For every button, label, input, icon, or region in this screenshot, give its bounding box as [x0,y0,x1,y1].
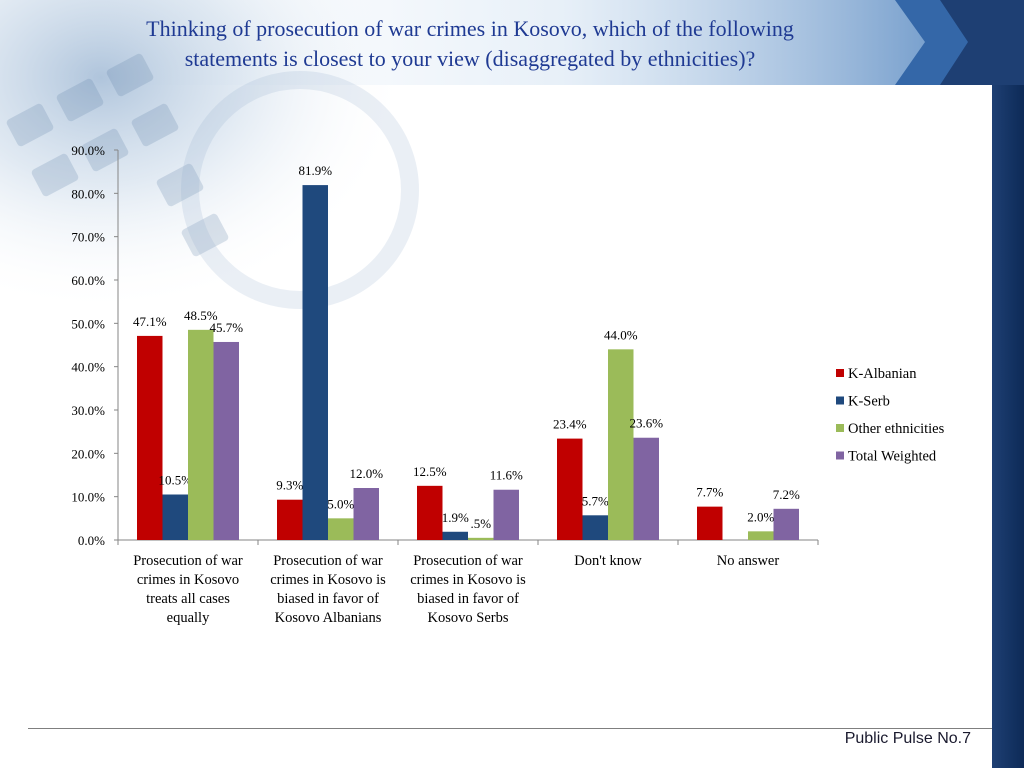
data-label: 9.3% [276,478,303,493]
title-line-1: Thinking of prosecution of war crimes in… [146,16,794,41]
bar-k-serb [302,185,328,540]
bar-k-serb [162,494,188,540]
bar-total-weighted [493,489,519,540]
data-label: 7.7% [696,485,723,500]
legend-swatch [836,451,844,460]
data-label: 10.5% [158,473,192,488]
y-tick-label: 50.0% [71,316,105,331]
data-label: .5% [470,516,491,531]
bar-other-ethnicities [608,349,634,540]
data-label: 44.0% [604,327,638,342]
legend-swatch [836,424,844,432]
data-label: 48.5% [184,308,218,323]
category-label: Prosecution of war [273,553,383,569]
legend-swatch [836,396,844,405]
bar-total-weighted [773,508,799,540]
legend-label: Other ethnicities [848,421,945,437]
y-tick-label: 40.0% [71,360,105,375]
legend-label: Total Weighted [848,449,937,465]
bar-total-weighted [633,437,659,540]
category-label: biased in favor of [277,591,379,607]
data-label: 47.1% [133,314,167,329]
category-label: crimes in Kosovo is [410,572,526,588]
data-label: 2.0% [747,509,774,524]
bar-total-weighted [213,341,239,540]
bar-other-ethnicities [188,329,214,540]
y-tick-label: 90.0% [71,143,105,158]
data-label: 1.9% [442,510,469,525]
bar-k-serb [582,515,608,540]
category-label: Kosovo Serbs [428,610,509,626]
category-label: equally [167,610,210,626]
bar-total-weighted [353,488,379,540]
bar-k-albanian [697,506,723,540]
data-label: 5.0% [327,496,354,511]
bar-k-serb [442,531,468,540]
category-label: treats all cases [146,591,230,607]
data-label: 12.5% [413,464,447,479]
bar-k-albanian [557,438,583,540]
title-line-2: statements is closest to your view (disa… [184,46,756,71]
bar-other-ethnicities [748,531,774,540]
y-tick-label: 80.0% [71,186,105,201]
category-label: Prosecution of war [133,553,243,569]
data-label: 23.4% [553,417,587,432]
category-label: biased in favor of [417,591,519,607]
bar-k-albanian [277,499,303,540]
category-label: crimes in Kosovo is [270,572,386,588]
right-decorative-band [992,85,1024,768]
bar-other-ethnicities [468,537,494,540]
data-label: 7.2% [773,487,800,502]
y-tick-label: 10.0% [71,490,105,505]
data-label: 12.0% [349,466,383,481]
category-label: Kosovo Albanians [275,610,382,626]
category-label: No answer [717,553,780,569]
legend-swatch [836,369,844,377]
data-label: 5.7% [582,493,609,508]
y-tick-label: 30.0% [71,403,105,418]
category-label: Prosecution of war [413,553,523,569]
footer-divider [28,728,992,729]
legend-label: K-Albanian [848,366,917,382]
category-label: crimes in Kosovo [137,572,239,588]
y-tick-label: 20.0% [71,446,105,461]
bar-other-ethnicities [328,518,354,540]
category-label: Don't know [574,553,642,569]
legend-label: K-Serb [848,394,890,410]
bar-k-albanian [137,335,163,540]
footer-label: Public Pulse No.7 [844,730,971,747]
y-tick-label: 60.0% [71,273,105,288]
data-label: 11.6% [490,468,523,483]
y-tick-label: 0.0% [78,533,105,548]
data-label: 23.6% [629,416,663,431]
slide-title: Thinking of prosecution of war crimes in… [70,14,870,74]
data-label: 81.9% [298,163,332,178]
bar-k-albanian [417,485,443,540]
y-tick-label: 70.0% [71,230,105,245]
data-label: 45.7% [209,320,243,335]
